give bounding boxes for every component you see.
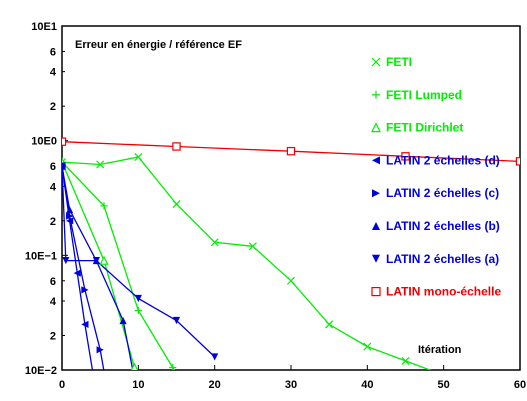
data-point xyxy=(96,346,104,354)
data-point xyxy=(81,320,89,328)
data-point xyxy=(325,320,334,329)
data-point xyxy=(372,90,380,99)
legend-item: LATIN mono-échelle xyxy=(371,285,501,299)
legend-label: LATIN 2 échelles (b) xyxy=(386,219,500,233)
legend-label: LATIN 2 échelles (d) xyxy=(386,153,500,167)
data-point xyxy=(96,160,105,169)
data-point xyxy=(371,57,381,67)
y-tick-label: 6 xyxy=(50,46,56,58)
data-point xyxy=(286,146,296,156)
y-tick-label: 2 xyxy=(50,101,56,113)
data-point xyxy=(372,189,380,198)
series-line-4 xyxy=(62,166,105,370)
series-line-1 xyxy=(62,161,176,370)
data-point xyxy=(172,142,181,151)
legend-label: FETI xyxy=(386,55,412,69)
data-point xyxy=(99,255,109,265)
legend-label: LATIN 2 échelles (a) xyxy=(386,252,499,266)
x-tick-label: 0 xyxy=(59,379,65,391)
series-line-2 xyxy=(62,161,139,370)
data-point xyxy=(172,316,181,325)
data-point xyxy=(130,372,137,379)
legend-label: LATIN 2 échelles (c) xyxy=(386,186,499,200)
data-point xyxy=(211,353,219,361)
legend-item: LATIN 2 échelles (c) xyxy=(372,186,499,200)
data-point xyxy=(172,200,181,209)
data-point xyxy=(371,287,381,297)
data-point xyxy=(62,256,70,265)
data-point xyxy=(92,256,100,265)
data-point xyxy=(81,286,89,294)
data-point xyxy=(139,372,146,379)
legend-item: FETI xyxy=(371,55,412,69)
legend-item: FETI Dirichlet xyxy=(371,121,463,135)
y-tick-label: 4 xyxy=(50,181,57,193)
data-point xyxy=(440,372,447,379)
data-point xyxy=(100,202,108,210)
x-tick-label: 60 xyxy=(514,379,526,391)
y-tick-label: 10E−2 xyxy=(25,365,57,377)
y-tick-label: 6 xyxy=(50,276,56,288)
x-tick-label: 10 xyxy=(132,379,144,391)
y-tick-label: 10E1 xyxy=(31,21,57,33)
data-point xyxy=(174,372,181,379)
legend: FETI FETI Lumped FETI Dirichlet LATIN 2 éch… xyxy=(371,55,501,299)
data-point xyxy=(401,152,410,161)
legend-item: FETI Lumped xyxy=(372,88,462,102)
data-point xyxy=(169,363,177,370)
data-point xyxy=(119,316,127,325)
data-point xyxy=(62,137,67,146)
data-point xyxy=(130,362,139,370)
data-point xyxy=(66,212,74,220)
legend-item: LATIN 2 échelles (a) xyxy=(372,252,499,266)
data-point xyxy=(248,242,257,251)
legend-item: LATIN 2 échelles (b) xyxy=(372,219,500,233)
data-point xyxy=(134,294,142,303)
data-point xyxy=(372,254,380,263)
data-point xyxy=(401,356,410,365)
markers-layer xyxy=(62,137,520,379)
data-point xyxy=(372,156,380,165)
series-line-5 xyxy=(62,165,134,370)
legend-label: FETI Dirichlet xyxy=(386,121,463,135)
data-point xyxy=(363,342,372,351)
y-tick-label: 2 xyxy=(50,330,56,342)
ticks-layer: 0 10 20 30 40 50 60 10E1 6 4 2 10E0 6 4 2 10E−1 6 4 2 10E−2 xyxy=(25,21,526,391)
legend-label: LATIN mono-échelle xyxy=(386,285,501,299)
y-tick-label: 4 xyxy=(50,296,57,308)
x-tick-label: 50 xyxy=(438,379,450,391)
data-point xyxy=(372,222,380,230)
data-point xyxy=(62,162,66,170)
data-point xyxy=(66,217,74,225)
data-point xyxy=(371,122,381,133)
data-point xyxy=(134,306,142,315)
legend-label: FETI Lumped xyxy=(386,88,462,102)
data-point xyxy=(90,372,97,379)
x-axis-label: Itération xyxy=(418,344,462,356)
data-point xyxy=(210,238,219,247)
data-point xyxy=(73,269,81,277)
series-line-6 xyxy=(62,166,216,358)
y-tick-label: 10E0 xyxy=(31,136,57,148)
y-tick-label: 4 xyxy=(50,67,57,79)
y-tick-label: 10E−1 xyxy=(25,250,57,262)
y-tick-label: 2 xyxy=(50,216,56,228)
data-point xyxy=(286,276,296,285)
y-tick-label: 6 xyxy=(50,161,56,173)
x-tick-label: 30 xyxy=(285,379,297,391)
chart-title: Erreur en énergie / référence EF xyxy=(75,39,242,51)
data-point xyxy=(66,206,74,214)
x-tick-label: 40 xyxy=(361,379,373,391)
x-tick-label: 20 xyxy=(209,379,221,391)
data-point xyxy=(134,153,143,162)
legend-item: LATIN 2 échelles (d) xyxy=(372,153,500,167)
data-point xyxy=(515,157,520,166)
data-point xyxy=(101,372,108,379)
